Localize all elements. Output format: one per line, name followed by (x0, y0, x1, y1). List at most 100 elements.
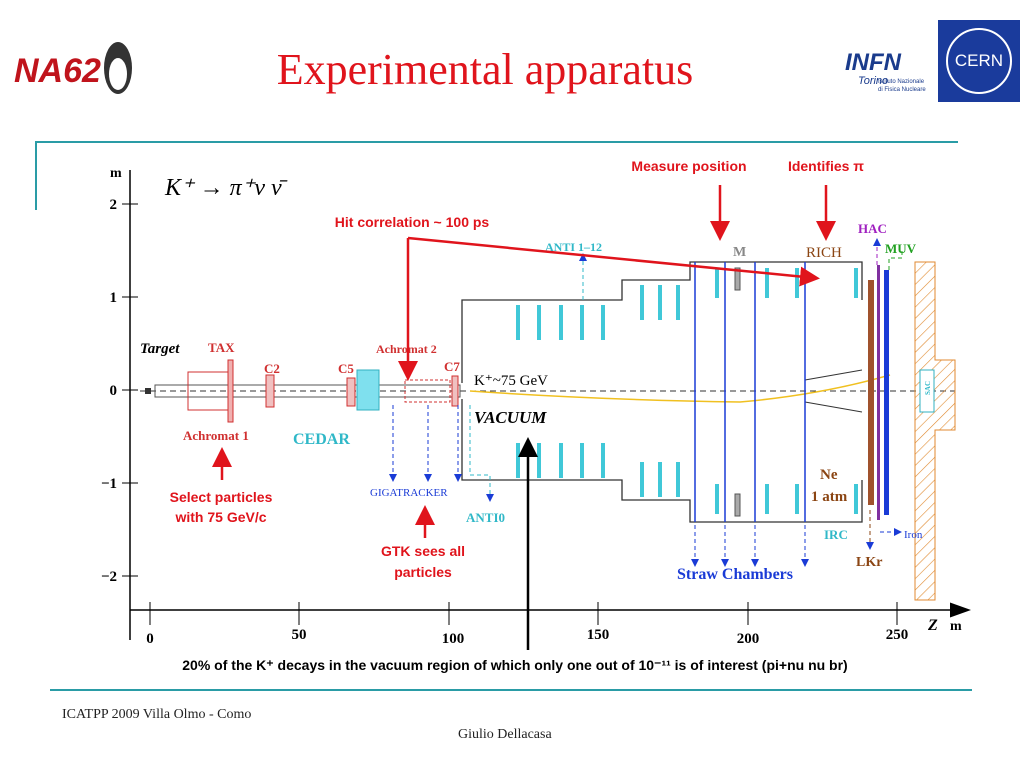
sac (919, 369, 935, 413)
label: HAC (858, 221, 887, 236)
achromat2 (404, 379, 451, 403)
footer-author: Giulio Dellacasa (458, 727, 552, 742)
pointer (469, 405, 494, 502)
hac (877, 265, 880, 520)
anti-ring (537, 305, 541, 340)
iron (914, 261, 956, 601)
y-tick-label: 2 (110, 197, 118, 213)
annotation: Measure position (631, 158, 746, 174)
anti-ring (676, 285, 680, 320)
tax-block (227, 359, 234, 423)
magnet (734, 493, 741, 517)
x-tick-label: 150 (587, 627, 610, 643)
cern-text: CERN (955, 51, 1003, 70)
cern-box (938, 20, 1020, 102)
straw-chambers (694, 262, 806, 522)
label: SAC (924, 381, 932, 395)
anti-ring (854, 268, 858, 298)
penguin-belly (109, 58, 127, 90)
anti-ring (765, 484, 769, 514)
label: CEDAR (293, 431, 350, 448)
y-axis (122, 170, 138, 640)
x-tick-label: 250 (886, 627, 909, 643)
anti-ring (580, 443, 584, 478)
slide-title: Experimental apparatus (277, 45, 694, 94)
label: ANTI0 (466, 510, 505, 525)
rich-cone (804, 369, 863, 413)
x-axis (130, 602, 971, 625)
anti-ring (601, 305, 605, 340)
target (145, 388, 151, 394)
infn-text: INFN (845, 49, 902, 76)
anti-ring (516, 305, 520, 340)
x-tick-label: 100 (442, 631, 465, 647)
y-tick-label: −1 (101, 476, 117, 492)
annotation: with 75 GeV/c (174, 509, 266, 525)
anti-ring (537, 443, 541, 478)
anti-ring (516, 443, 520, 478)
cern-ring (946, 28, 1012, 94)
anti-ring (559, 305, 563, 340)
label: ANTI 1–12 (545, 240, 602, 254)
label: GIGATRACKER (370, 487, 448, 499)
caption: 20% of the K⁺ decays in the vacuum regio… (182, 657, 847, 673)
label: C7 (444, 359, 460, 374)
beam-pipe (154, 384, 461, 398)
label: M (733, 245, 746, 260)
infn-name: Istituto Nazionale (878, 79, 925, 85)
label: K⁺~75 GeV (474, 373, 548, 389)
anti-ring (601, 443, 605, 478)
anti-ring (658, 462, 662, 497)
anti-ring (676, 462, 680, 497)
x-axis-label: Z (927, 617, 938, 634)
anti-rings (516, 268, 858, 514)
pointer (888, 250, 903, 270)
x-tick-label: 0 (146, 631, 154, 647)
annotation: Identifies π (788, 158, 864, 174)
label: Achromat 2 (376, 342, 437, 356)
annotation: particles (394, 564, 452, 580)
label: MUV (885, 241, 917, 256)
anti-ring (854, 484, 858, 514)
annotation: GTK sees all (381, 543, 465, 559)
na62-text: NA62 (14, 52, 101, 90)
label: Straw Chambers (677, 566, 793, 583)
label: Iron (904, 529, 923, 541)
anti-ring (559, 443, 563, 478)
na62-logo: NA62 (14, 42, 132, 94)
label: VACUUM (474, 408, 547, 427)
label: Ne (820, 467, 838, 483)
annotation-arrows (212, 185, 836, 538)
infn-city: Torino (858, 75, 888, 87)
label: C5 (338, 361, 354, 376)
anti-ring (640, 285, 644, 320)
apparatus (140, 261, 956, 601)
c7 (451, 375, 459, 407)
label: 1 atm (811, 489, 848, 505)
x-unit: m (950, 619, 962, 634)
top-rule (35, 141, 958, 210)
cern-logo: CERN (938, 20, 1020, 102)
y-tick-label: 0 (110, 383, 118, 399)
anti-ring (765, 268, 769, 298)
x-tick-label: 200 (737, 631, 760, 647)
label: Target (140, 341, 180, 357)
lkr (868, 280, 874, 505)
y-tick-label: 1 (110, 290, 118, 306)
infn-logo: INFN Torino Istituto Nazionale di Fisica… (845, 49, 926, 93)
x-tick-label: 50 (292, 627, 307, 643)
magnet (734, 267, 741, 291)
label: Achromat 1 (183, 428, 249, 443)
infn-name: di Fisica Nucleare (878, 87, 926, 93)
y-tick-label: −2 (101, 569, 117, 585)
decay-formula: K⁺ → π⁺ν ν̄ (164, 175, 288, 201)
anti-ring (580, 305, 584, 340)
c5 (346, 377, 356, 407)
footer-event: ICATPP 2009 Villa Olmo - Como (62, 707, 252, 722)
arrow (407, 236, 820, 287)
label: RICH (806, 245, 842, 261)
vacuum-tank (461, 261, 863, 523)
beam (469, 374, 891, 403)
